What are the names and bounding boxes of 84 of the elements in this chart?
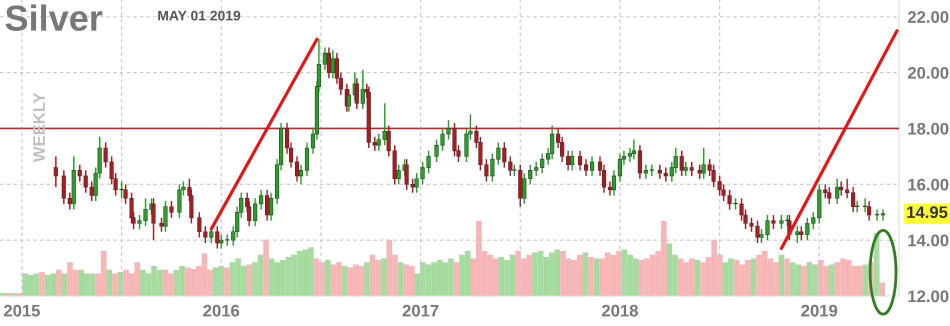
bar — [862, 264, 868, 296]
bar — [694, 260, 700, 296]
candlestick — [612, 170, 616, 196]
candlestick — [304, 142, 310, 177]
candlestick — [434, 138, 439, 163]
bar — [324, 260, 330, 296]
bar — [246, 264, 252, 296]
candlestick — [163, 200, 168, 232]
candlestick — [54, 156, 58, 188]
bar — [582, 252, 588, 296]
bar — [56, 270, 62, 296]
candlestick — [578, 150, 582, 172]
y-tick-label: 14.00 — [908, 234, 948, 246]
bar — [879, 282, 885, 296]
bar — [594, 258, 600, 296]
y-tick-label: 20.00 — [908, 67, 948, 79]
candlestick — [618, 152, 622, 182]
candlestick — [294, 156, 300, 182]
x-tick-label: 2019 — [801, 304, 838, 317]
bar — [398, 262, 404, 296]
candlestick — [326, 46, 331, 79]
x-tick-label: 2018 — [602, 304, 638, 317]
candlestick — [867, 200, 872, 222]
candlestick — [169, 200, 174, 219]
candlestick — [863, 198, 868, 213]
candlestick — [880, 208, 886, 222]
candlestick — [727, 189, 732, 210]
annotation: MAY 01 2019 — [158, 10, 240, 21]
candlestick — [698, 164, 702, 180]
y-tick-label: 22.00 — [908, 11, 948, 23]
candlestick — [322, 46, 327, 71]
x-tick-label: 2017 — [402, 304, 438, 317]
candlestick — [426, 150, 431, 174]
candlestick — [177, 184, 182, 219]
bar — [778, 254, 784, 296]
x-tick-label: 2016 — [203, 304, 240, 317]
annotation: WEEKLY — [33, 92, 45, 162]
candlestick — [330, 50, 335, 79]
bar — [364, 262, 370, 296]
y-tick-label: 18.00 — [908, 122, 948, 135]
bar — [62, 274, 68, 296]
candlestick — [420, 161, 425, 185]
bar — [11, 293, 17, 296]
bar — [224, 268, 230, 296]
candlestick — [143, 198, 148, 227]
candlestick — [759, 228, 764, 244]
candlestick — [835, 178, 840, 205]
bar — [263, 240, 269, 296]
candlestick — [584, 158, 588, 177]
y-tick-label: 12.00 — [908, 290, 948, 302]
candlestick — [298, 164, 304, 185]
candlestick — [120, 180, 124, 199]
candlestick — [875, 208, 880, 222]
candlestick — [827, 186, 832, 205]
bar — [39, 272, 45, 296]
x-tick-label: 2015 — [4, 304, 40, 317]
bar — [112, 274, 118, 296]
candlestick — [749, 217, 754, 232]
bar — [750, 258, 756, 296]
candlestick — [795, 225, 800, 244]
candlestick — [755, 220, 760, 244]
candlestick — [414, 172, 419, 194]
candlestick — [269, 192, 274, 222]
candlestick — [566, 150, 570, 172]
bar — [784, 258, 790, 296]
bar — [106, 270, 112, 296]
bar — [828, 264, 835, 296]
candlestick — [151, 198, 156, 241]
candlestick — [440, 128, 445, 152]
candlestick — [265, 189, 270, 222]
bar — [588, 257, 594, 296]
candlestick — [765, 214, 770, 241]
bar — [454, 262, 460, 296]
annotation: 14.95 — [907, 206, 948, 218]
chart-title: Silver — [6, 4, 102, 31]
candlestick — [124, 184, 128, 205]
bar — [800, 266, 807, 296]
y-tick-label: 16.00 — [908, 178, 948, 191]
candlestick — [590, 156, 594, 177]
candlestick — [570, 150, 574, 172]
candlestick — [446, 119, 451, 140]
bar — [380, 258, 386, 296]
candlestick — [733, 198, 738, 210]
bar — [342, 266, 348, 296]
